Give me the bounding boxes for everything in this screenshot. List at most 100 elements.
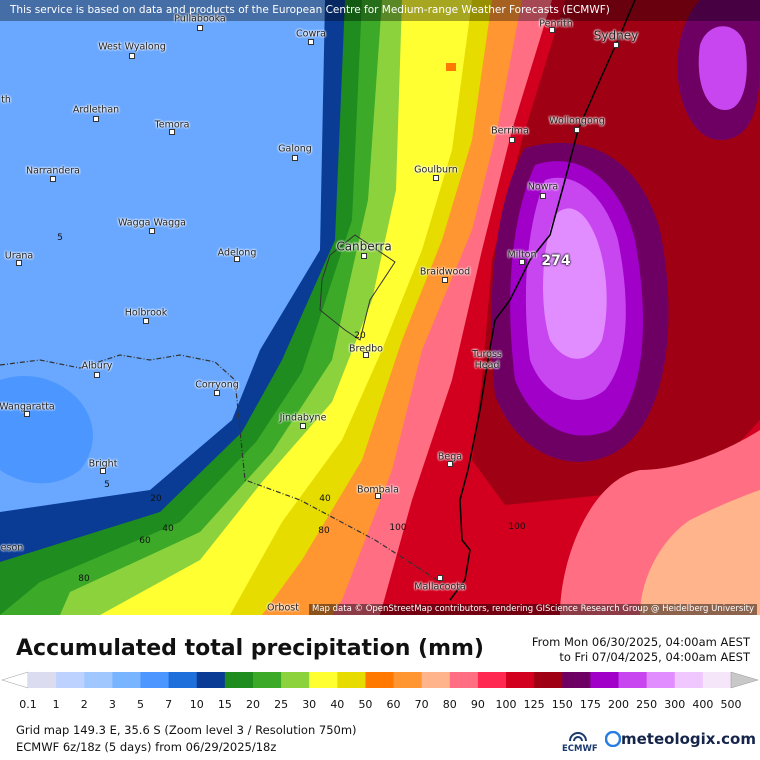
- contour-label: 100: [389, 523, 407, 533]
- contour-label: 40: [319, 494, 331, 504]
- coastline: [449, 0, 636, 601]
- legend-tick-label: 150: [552, 698, 573, 711]
- place-label: Milton: [507, 249, 537, 261]
- service-notice: This service is based on data and produc…: [0, 0, 760, 21]
- legend-tick-label: 90: [471, 698, 485, 711]
- place-marker: [519, 259, 525, 265]
- place-label: eson: [0, 542, 24, 554]
- place-marker: [93, 116, 99, 122]
- field: [446, 63, 456, 71]
- place-marker: [197, 25, 203, 31]
- legend-tick-label: 0.1: [19, 698, 37, 711]
- legend-swatch: [140, 672, 170, 688]
- legend-title: Accumulated total precipitation (mm): [16, 636, 484, 661]
- legend-tick-label: 200: [608, 698, 629, 711]
- field: [698, 26, 747, 110]
- legend-tick-label: 500: [721, 698, 742, 711]
- legend-tick-label: 40: [330, 698, 344, 711]
- contour-label: 80: [78, 574, 90, 584]
- place-label: Wagga Wagga: [118, 217, 186, 229]
- place-marker: [549, 27, 555, 33]
- brand-icon: [605, 731, 621, 747]
- legend-tick-label: 250: [636, 698, 657, 711]
- place-marker: [234, 256, 240, 262]
- legend-tick-label: 30: [302, 698, 316, 711]
- ecmwf-logo[interactable]: ECMWF: [562, 744, 598, 754]
- grid-info: Grid map 149.3 E, 35.6 S (Zoom level 3 /…: [16, 723, 357, 737]
- place-label: Berrima: [491, 125, 529, 137]
- legend-swatch: [618, 672, 648, 688]
- field: [543, 208, 607, 359]
- place-label: Galong: [278, 143, 312, 155]
- brand-logo[interactable]: meteologix.com: [621, 730, 756, 748]
- place-marker: [308, 39, 314, 45]
- place-marker: [300, 423, 306, 429]
- legend-tick-label: 125: [524, 698, 545, 711]
- ecmwf-icon: [569, 732, 587, 742]
- legend-tick-label: 7: [165, 698, 172, 711]
- place-label: Tuross Head: [472, 349, 502, 371]
- legend-swatch: [646, 672, 676, 688]
- legend-swatch: [421, 672, 451, 688]
- legend-tick-label: 15: [218, 698, 232, 711]
- place-label: Bredbo: [349, 343, 383, 355]
- legend-tick-label: 175: [580, 698, 601, 711]
- place-marker: [375, 493, 381, 499]
- place-label: Orbost: [267, 602, 299, 614]
- legend-tick-label: 3: [109, 698, 116, 711]
- place-label: Urana: [4, 250, 34, 262]
- place-label: Bega: [437, 451, 463, 463]
- place-marker: [361, 253, 367, 259]
- legend-tick-label: 70: [415, 698, 429, 711]
- place-label: West Wyalong: [98, 41, 166, 53]
- place-marker: [214, 390, 220, 396]
- legend-swatch: [281, 672, 310, 688]
- legend-tick-label: 400: [692, 698, 713, 711]
- place-label: Adelong: [217, 247, 257, 259]
- legend-tick-label: 100: [496, 698, 517, 711]
- place-marker: [574, 127, 580, 133]
- legend-swatch: [449, 672, 479, 688]
- field: [0, 376, 93, 484]
- map-attribution[interactable]: Map data © OpenStreetMap contributors, r…: [309, 604, 757, 615]
- contour-label: 5: [57, 233, 63, 243]
- legend-swatch: [224, 672, 254, 688]
- model-info: ECMWF 6z/18z (5 days) from 06/29/2025/18…: [16, 740, 277, 754]
- place-label: Goulburn: [414, 164, 458, 176]
- precipitation-map: [0, 0, 760, 615]
- legend-swatch: [28, 672, 57, 688]
- legend-tick-label: 60: [387, 698, 401, 711]
- contour-label: 100: [508, 522, 526, 532]
- legend-swatch: [168, 672, 198, 688]
- legend-swatch: [309, 672, 338, 688]
- place-label: Bright: [88, 458, 118, 470]
- max-value-label: 274: [541, 253, 571, 269]
- state-border: [0, 354, 446, 586]
- place-label: Pullabooka: [174, 13, 226, 25]
- legend-swatch: [534, 672, 563, 688]
- legend-swatch: [252, 672, 282, 688]
- legend-swatch: [562, 672, 591, 688]
- legend-swatch: [506, 672, 535, 688]
- legend-swatch: [337, 672, 366, 688]
- contour-label: 20: [354, 331, 366, 341]
- place-marker: [433, 175, 439, 181]
- place-label: Bombala: [357, 484, 399, 496]
- place-label: Braidwood: [419, 266, 471, 278]
- legend-swatch: [590, 672, 620, 688]
- place-label: Canberra: [336, 239, 392, 254]
- legend-tick-label: 2: [81, 698, 88, 711]
- place-marker: [149, 228, 155, 234]
- place-marker: [613, 42, 619, 48]
- contour-label: 80: [318, 526, 330, 536]
- place-marker: [363, 352, 369, 358]
- place-label: Temora: [154, 119, 190, 131]
- legend-swatch: [84, 672, 113, 688]
- place-marker: [16, 260, 22, 266]
- legend-tick-label: 80: [443, 698, 457, 711]
- place-label: th: [1, 94, 11, 106]
- place-label: Nowra: [527, 181, 559, 193]
- place-label: Mallacoota: [414, 581, 466, 593]
- legend-swatch: [56, 672, 85, 688]
